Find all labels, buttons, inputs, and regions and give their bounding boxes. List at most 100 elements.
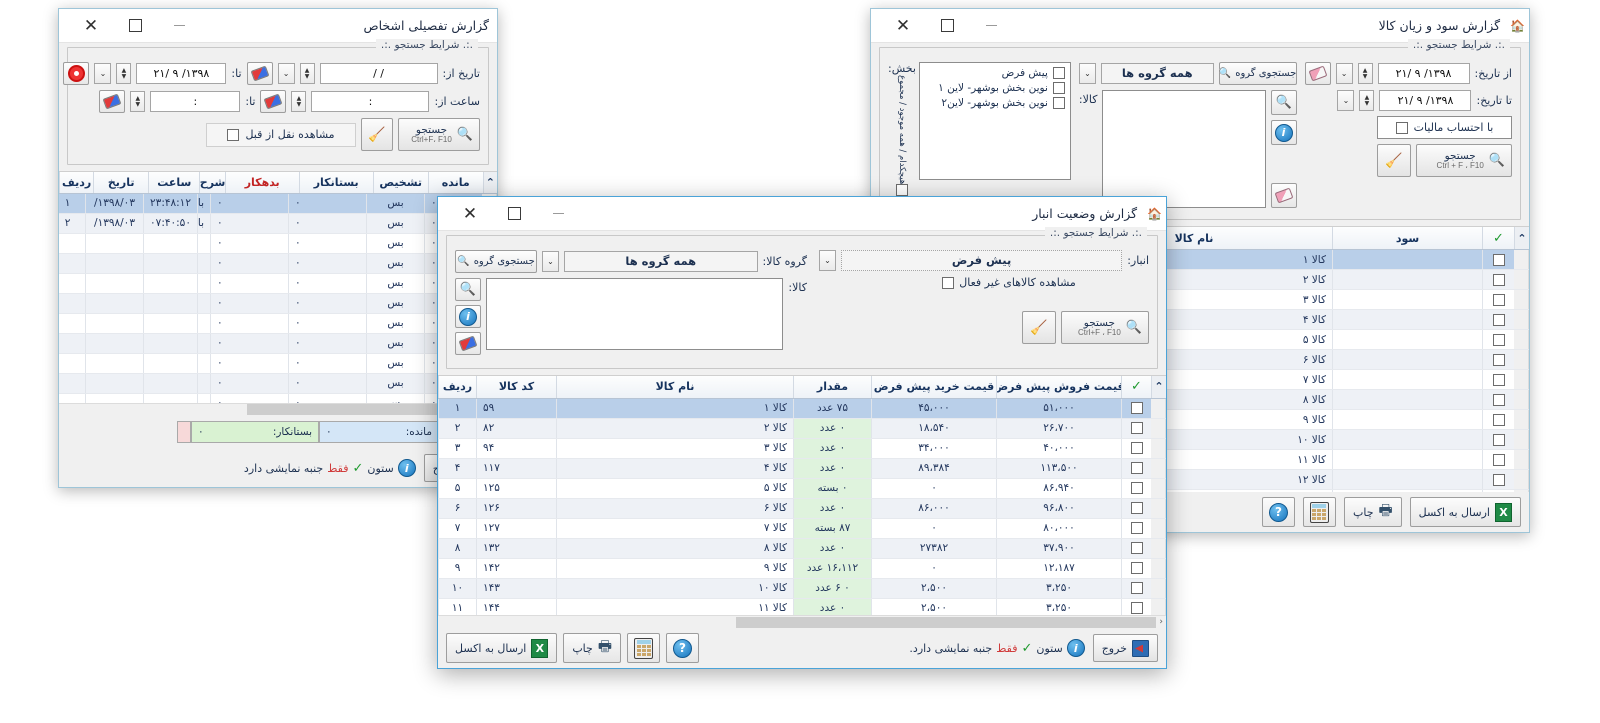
warehouse-combo[interactable]: پیش فرض — [841, 250, 1123, 271]
window-warehouse-status[interactable]: 🏠 گزارش وضعیت انبار ✕ .:. شرایط جستجو .:… — [437, 196, 1167, 669]
titlebar-warehouse[interactable]: 🏠 گزارش وضعیت انبار ✕ — [438, 197, 1166, 231]
row-checkbox-cell[interactable] — [1121, 438, 1151, 458]
row-checkbox-cell[interactable] — [1482, 350, 1514, 370]
col-radif[interactable]: ردیف — [438, 376, 476, 398]
row-checkbox-cell[interactable] — [1121, 458, 1151, 478]
row-checkbox[interactable] — [1492, 393, 1505, 406]
row-checkbox-cell[interactable] — [1121, 418, 1151, 438]
row-checkbox-cell[interactable] — [1482, 390, 1514, 410]
date-to-spinner[interactable]: ▲ ▼ — [116, 63, 132, 84]
date-from-spinner[interactable]: ▲ ▼ — [299, 63, 315, 84]
table-row[interactable]: ۸۶،۹۴۰ ۰ ۰ بسته کالا ۵ ۱۲۵ ۵ — [438, 478, 1166, 499]
col-bedehkar[interactable]: بدهکار — [224, 172, 299, 193]
scroll-up-icon[interactable]: ⌃ — [1514, 227, 1529, 250]
group-combo-profit[interactable]: همه گروه ها — [1100, 63, 1214, 84]
clear-form-button-warehouse[interactable]: 🧹 — [1022, 311, 1056, 344]
group-search-button-profit[interactable]: جستجوی گروه 🔍 — [1218, 62, 1297, 85]
col-check[interactable]: ✓ — [1121, 376, 1151, 398]
row-checkbox[interactable] — [1492, 273, 1505, 286]
row-checkbox-cell[interactable] — [1482, 290, 1514, 310]
vscroll-track[interactable] — [1514, 470, 1529, 490]
table-row[interactable]: ۰بس۰۰بازاریابی فاکتور فروش شماره ۳۹۲۲۳:۴… — [59, 193, 497, 214]
table-row[interactable]: ۲۶،۷۰۰ ۱۸،۵۴۰ ۰ عدد کالا ۲ ۸۲ ۲ — [438, 418, 1166, 439]
pl-date-from-clear-button[interactable] — [1304, 62, 1331, 85]
col-tarikh[interactable]: تاریخ — [93, 172, 148, 193]
vscroll-track[interactable] — [1514, 410, 1529, 430]
row-checkbox-cell[interactable] — [1482, 330, 1514, 350]
kala-info-button[interactable]: i — [455, 305, 481, 328]
col-tashkhis[interactable]: تشخیص — [372, 172, 428, 193]
table-row[interactable]: ۵۱،۰۰۰ ۴۵،۰۰۰ ۷۵ عدد کالا ۱ ۵۹ ۱ — [438, 398, 1166, 419]
search-button-persons[interactable]: 🔍 جستجو Ctrl+F، F10 — [398, 118, 480, 151]
inactive-checkbox[interactable] — [942, 276, 955, 289]
section-checkbox[interactable] — [1052, 82, 1065, 94]
table-row[interactable]: ۹۶،۸۰۰ ۸۶،۰۰۰ ۰ عدد کالا ۶ ۱۲۶ ۶ — [438, 498, 1166, 519]
minimize-icon[interactable] — [969, 11, 1013, 41]
close-icon[interactable]: ✕ — [462, 203, 478, 224]
scroll-up-icon[interactable]: ⌃ — [482, 172, 497, 193]
row-checkbox-cell[interactable] — [1482, 490, 1514, 492]
section-all-checkbox[interactable] — [895, 184, 908, 197]
time-from-spinner[interactable]: ▲ ▼ — [291, 91, 307, 112]
help-button-warehouse[interactable]: ? — [666, 633, 700, 663]
section-checkbox[interactable] — [1052, 67, 1065, 79]
clear-form-button-profit[interactable]: 🧹 — [1377, 144, 1411, 177]
col-nam-kala[interactable]: نام کالا — [556, 376, 793, 398]
scroll-up-icon[interactable]: ⌃ — [1151, 376, 1166, 398]
row-checkbox[interactable] — [1130, 402, 1143, 415]
row-checkbox[interactable] — [1130, 582, 1143, 595]
row-checkbox[interactable] — [1492, 333, 1505, 346]
group-combo-arrow[interactable]: ⌄ — [1078, 63, 1096, 84]
row-checkbox[interactable] — [1492, 373, 1505, 386]
minimize-icon[interactable] — [536, 199, 580, 229]
vscroll-track[interactable] — [1151, 598, 1166, 616]
persons-grid[interactable]: ⌃ مانده تشخیص بستانکار بدهکار شرح ساعت ت… — [59, 171, 497, 415]
vscroll-track[interactable] — [1514, 390, 1529, 410]
vscroll-track[interactable] — [1514, 330, 1529, 350]
clear-form-button-persons[interactable]: 🧹 — [361, 118, 393, 151]
table-row[interactable]: ۳،۲۵۰ ۲،۵۰۰ ۰ عدد کالا ۱۱ ۱۴۴ ۱۱ — [438, 598, 1166, 616]
close-icon[interactable]: ✕ — [895, 15, 911, 36]
titlebar-profit-loss[interactable]: 🏠 گزارش سود و زیان کالا ✕ — [871, 9, 1529, 43]
persons-grid-body[interactable]: ۰بس۰۰بازاریابی فاکتور فروش شماره ۳۹۲۲۳:۴… — [59, 193, 497, 403]
row-checkbox-cell[interactable] — [1482, 250, 1514, 270]
time-from-clear-button[interactable] — [260, 90, 287, 113]
col-saat[interactable]: ساعت — [148, 172, 199, 193]
row-checkbox-cell[interactable] — [1121, 558, 1151, 578]
help-button-profit[interactable]: ? — [1261, 497, 1295, 527]
row-checkbox-cell[interactable] — [1482, 270, 1514, 290]
row-checkbox[interactable] — [1492, 253, 1505, 266]
row-checkbox-cell[interactable] — [1121, 498, 1151, 518]
row-checkbox[interactable] — [1492, 293, 1505, 306]
vscroll-track[interactable] — [1151, 418, 1166, 438]
table-row[interactable]: ۱۲،۱۸۷ ۰ ۱۶،۱۱۲ عدد کالا ۹ ۱۴۲ ۹ — [438, 558, 1166, 579]
kala-clear-button[interactable] — [1270, 183, 1297, 208]
kala-listbox-profit[interactable] — [1102, 90, 1266, 208]
print-button-warehouse[interactable]: 🖶 چاپ — [563, 633, 622, 663]
vscroll-track[interactable] — [1514, 430, 1529, 450]
time-to-input[interactable]: : — [150, 91, 241, 112]
row-checkbox[interactable] — [1130, 482, 1143, 495]
hscroll-thumb[interactable] — [736, 616, 1157, 628]
row-checkbox-cell[interactable] — [1482, 370, 1514, 390]
row-checkbox-cell[interactable] — [1121, 518, 1151, 538]
vscroll-track[interactable] — [1514, 290, 1529, 310]
vscroll-track[interactable] — [1151, 518, 1166, 538]
calculator-button-warehouse[interactable] — [627, 633, 661, 663]
maximize-icon[interactable] — [925, 11, 969, 41]
persons-hscrollbar[interactable]: ‹ — [59, 402, 497, 415]
date-to-input[interactable]: ۱۳۹۸/ ۹ /۲۱ — [136, 63, 227, 84]
window-persons-report[interactable]: گزارش تفصیلی اشخاص ✕ .:. شرایط جستجو .:.… — [58, 8, 498, 488]
warehouse-grid[interactable]: ⌃ ✓ قیمت فروش پیش فرض قیمت خرید پیش فرض … — [438, 375, 1166, 628]
section-checkbox[interactable] — [1052, 97, 1065, 109]
vscroll-track[interactable] — [1514, 370, 1529, 390]
minimize-icon[interactable] — [157, 11, 201, 41]
